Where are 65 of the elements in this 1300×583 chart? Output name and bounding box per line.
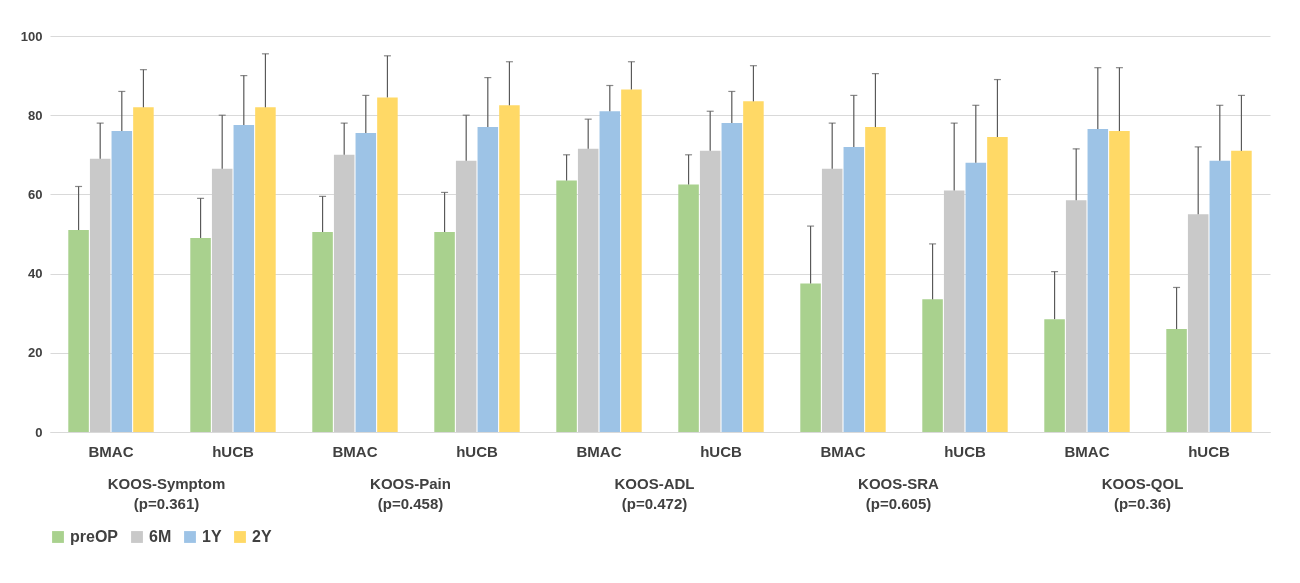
bar	[89, 158, 111, 432]
legend-label: 1Y	[202, 528, 222, 545]
bar	[699, 150, 721, 432]
bar	[1209, 160, 1231, 432]
x-tick-label: BMAC	[88, 442, 134, 460]
text: KOOS-Symptom (p=0.361)	[107, 475, 226, 512]
bar	[922, 299, 943, 432]
x-tick-label: hUCB	[700, 442, 742, 460]
bar	[556, 180, 577, 432]
text: KOOS-QOL (p=0.36)	[1101, 475, 1184, 512]
x-tick-label: hUCB	[456, 442, 498, 460]
bar	[499, 105, 520, 432]
y-tick-label: 60	[28, 186, 43, 202]
text: KOOS-ADL (p=0.472)	[614, 475, 695, 512]
x-tick-label: BMAC	[820, 442, 866, 460]
legend-label: 2Y	[252, 528, 272, 545]
bar	[599, 111, 621, 432]
bar	[333, 154, 355, 432]
x-tick-label: BMAC	[332, 442, 378, 460]
bar	[455, 160, 477, 432]
bar	[1044, 319, 1065, 432]
bar	[233, 125, 255, 432]
bar	[800, 283, 821, 432]
y-tick-label: 40	[28, 266, 43, 282]
bar	[133, 107, 154, 432]
bar	[577, 148, 599, 432]
y-tick-label: 20	[28, 345, 43, 361]
bar	[355, 133, 377, 432]
bar	[1187, 214, 1209, 432]
bar	[111, 131, 133, 432]
bar	[211, 168, 233, 432]
bar	[965, 162, 987, 432]
legend-label: preOP	[70, 528, 119, 545]
y-tick-label: 0	[35, 424, 43, 440]
legend-label: 6M	[149, 528, 172, 545]
bar	[255, 107, 276, 432]
bar	[377, 97, 398, 432]
bar	[865, 127, 886, 432]
x-tick-label: hUCB	[212, 442, 254, 460]
y-tick-label: 100	[20, 28, 43, 44]
bar	[1109, 131, 1130, 432]
bar	[312, 232, 333, 432]
bar	[1087, 129, 1109, 432]
bar	[943, 190, 965, 432]
bar	[987, 136, 1008, 432]
text: KOOS-SRA (p=0.605)	[858, 475, 940, 512]
bar	[190, 237, 211, 432]
bar	[1231, 150, 1252, 432]
bar	[843, 146, 865, 432]
bar	[1065, 200, 1087, 432]
bar	[721, 123, 743, 432]
bar	[743, 101, 764, 432]
bar	[821, 168, 843, 432]
x-tick-label: hUCB	[1188, 442, 1230, 460]
y-tick-label: 80	[28, 107, 43, 123]
x-tick-label: BMAC	[576, 442, 622, 460]
bar	[477, 127, 499, 432]
bar	[621, 89, 642, 432]
bar	[1166, 329, 1187, 432]
bar	[434, 232, 455, 432]
bar	[68, 230, 89, 432]
bar	[678, 184, 699, 432]
text: KOOS-Pain (p=0.458)	[370, 475, 451, 512]
x-tick-label: BMAC	[1064, 442, 1110, 460]
x-tick-label: hUCB	[944, 442, 986, 460]
